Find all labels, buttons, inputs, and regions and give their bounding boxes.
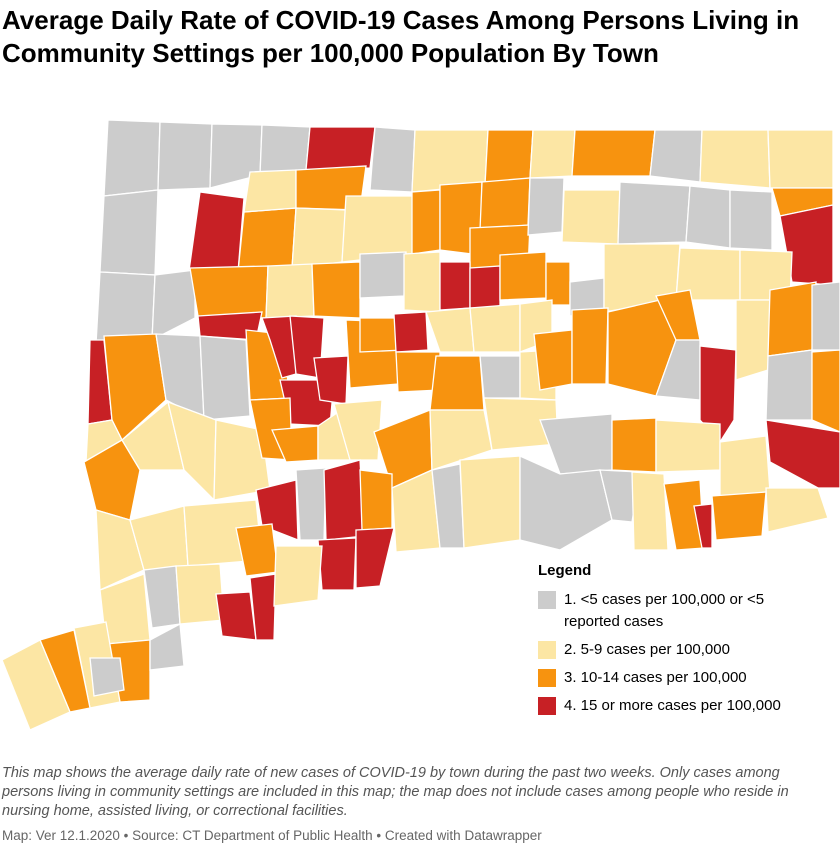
legend-swatch-3 — [538, 669, 556, 687]
town-region — [99, 189, 159, 276]
town-region — [479, 355, 521, 399]
legend-label-1: 1. <5 cases per 100,000 or <5 reported c… — [564, 591, 765, 630]
town-regions — [1, 119, 840, 731]
town-region — [571, 307, 609, 385]
legend-swatch-4 — [538, 697, 556, 715]
town-region — [425, 307, 475, 353]
town-region — [571, 129, 656, 177]
legend-label-4: 4. 15 or more cases per 100,000 — [564, 697, 781, 714]
legend-label-2: 2. 5-9 cases per 100,000 — [564, 641, 730, 658]
map-credit: Map: Ver 12.1.2020 • Source: CT Departme… — [2, 828, 542, 843]
town-region — [157, 121, 213, 191]
town-region — [599, 469, 641, 523]
map-legend: Legend 1. <5 cases per 100,000 or <5 rep… — [528, 552, 840, 729]
town-region — [103, 119, 161, 197]
town-region — [237, 207, 297, 273]
town-region — [311, 261, 361, 319]
town-region — [735, 299, 771, 381]
town-region — [765, 349, 813, 421]
town-region — [655, 419, 721, 473]
legend-swatch-1 — [538, 591, 556, 609]
town-region — [359, 251, 407, 299]
town-region — [649, 129, 703, 183]
town-region — [811, 349, 840, 433]
town-region — [323, 459, 365, 541]
town-region — [533, 329, 573, 391]
town-region — [479, 177, 531, 231]
town-region — [265, 263, 315, 319]
town-region — [103, 333, 167, 442]
town-region — [539, 413, 613, 475]
town-region — [459, 455, 521, 549]
legend-item-2: 2. 5-9 cases per 100,000 — [534, 639, 834, 661]
town-region — [333, 399, 383, 461]
town-region — [355, 527, 395, 589]
town-region — [369, 126, 416, 193]
town-region — [631, 471, 669, 551]
legend-item-1: 1. <5 cases per 100,000 or <5 reported c… — [534, 589, 834, 633]
town-region — [393, 311, 429, 353]
town-region — [529, 129, 576, 179]
town-region — [699, 129, 771, 189]
town-region — [143, 565, 181, 629]
town-region — [469, 265, 501, 309]
legend-item-4: 4. 15 or more cases per 100,000 — [534, 695, 834, 717]
legend-item-3: 3. 10-14 cases per 100,000 — [534, 667, 834, 689]
town-region — [149, 622, 185, 671]
town-region — [89, 657, 125, 697]
town-region — [235, 523, 279, 577]
map-title: Average Daily Rate of COVID-19 Cases Amo… — [2, 5, 800, 68]
town-region — [765, 419, 840, 489]
town-map — [1, 119, 840, 731]
town-region — [439, 261, 471, 311]
town-region — [561, 189, 621, 245]
town-region — [1, 639, 71, 731]
town-region — [429, 355, 485, 411]
town-region — [617, 181, 691, 245]
town-region — [291, 207, 347, 269]
legend-swatch-2 — [538, 641, 556, 659]
town-region — [403, 251, 441, 313]
town-region — [199, 335, 251, 421]
town-region — [273, 545, 323, 607]
town-region — [685, 185, 731, 249]
town-region — [545, 261, 571, 306]
town-region — [187, 191, 245, 279]
map-note: This map shows the average daily rate of… — [2, 765, 789, 819]
town-region — [317, 537, 357, 591]
town-region — [295, 467, 327, 541]
town-region — [151, 269, 196, 342]
town-region — [411, 189, 441, 255]
town-region — [767, 129, 834, 189]
town-region — [259, 124, 311, 176]
town-region — [527, 177, 565, 236]
town-region — [499, 251, 547, 301]
town-region — [313, 355, 349, 405]
town-region — [249, 573, 277, 641]
town-region — [469, 303, 521, 353]
town-region — [83, 439, 141, 521]
town-region — [693, 503, 713, 549]
town-region — [359, 469, 393, 531]
legend-label-3: 3. 10-14 cases per 100,000 — [564, 669, 747, 686]
town-region — [215, 591, 257, 641]
town-region — [719, 435, 771, 497]
town-region — [189, 265, 269, 319]
town-region — [611, 417, 657, 473]
town-region — [484, 129, 534, 186]
town-region — [305, 126, 376, 171]
town-region — [95, 271, 156, 345]
town-region — [729, 189, 773, 251]
legend-title: Legend — [538, 562, 592, 579]
town-region — [767, 281, 817, 357]
town-region — [243, 169, 297, 213]
town-region — [765, 487, 829, 533]
town-region — [811, 281, 840, 351]
town-region — [711, 491, 767, 541]
town-region — [699, 345, 737, 444]
